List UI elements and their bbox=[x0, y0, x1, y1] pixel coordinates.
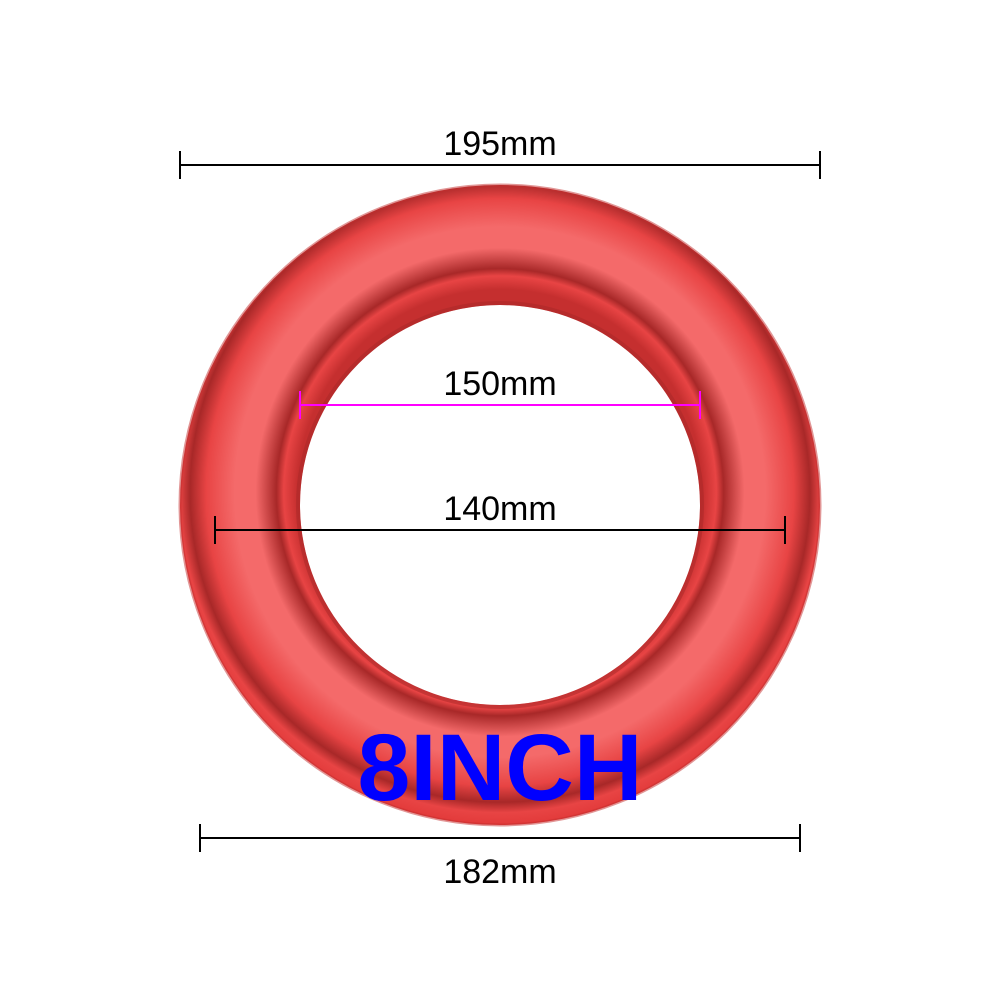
dimension-182mm-label: 182mm bbox=[443, 853, 556, 891]
dimension-150mm-label: 150mm bbox=[443, 365, 556, 403]
dimension-140mm-label: 140mm bbox=[443, 490, 556, 528]
dimension-195mm-label: 195mm bbox=[443, 125, 556, 163]
size-label: 8INCH bbox=[357, 715, 642, 821]
